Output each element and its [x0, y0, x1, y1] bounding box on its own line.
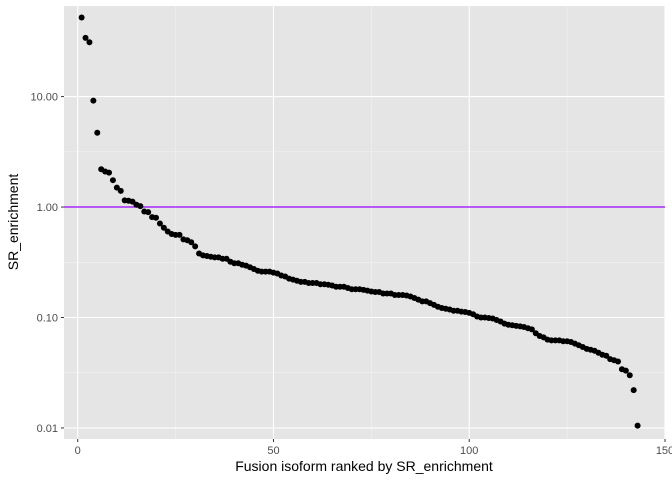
x-tick-label: 50 [267, 445, 279, 457]
data-point [626, 372, 633, 379]
data-point [192, 243, 199, 250]
data-point [615, 358, 622, 365]
x-axis-title: Fusion isoform ranked by SR_enrichment [235, 458, 493, 474]
y-tick-label: 1.00 [37, 202, 58, 214]
data-point [634, 422, 641, 429]
data-point [156, 220, 163, 227]
plot-panel [64, 6, 665, 439]
data-point [106, 169, 113, 176]
y-axis: 0.01 0.10 1.00 10.00 [30, 92, 64, 435]
data-point [603, 352, 610, 359]
data-point [109, 177, 116, 184]
data-point [528, 326, 535, 333]
minor-gridlines [64, 6, 665, 439]
data-point [86, 39, 93, 46]
y-axis-title: SR_enrichment [5, 174, 21, 271]
data-point [160, 224, 167, 231]
y-tick-label: 0.10 [37, 312, 58, 324]
x-tick-label: 0 [75, 445, 81, 457]
data-point [117, 187, 124, 194]
data-point [630, 387, 637, 394]
data-point [113, 184, 120, 191]
data-point [90, 97, 97, 104]
x-tick-label: 150 [656, 445, 672, 457]
data-point [78, 14, 85, 21]
data-point [137, 203, 144, 210]
y-tick-label: 10.00 [30, 92, 58, 104]
data-point [145, 209, 152, 216]
data-points [78, 14, 641, 429]
data-point [622, 367, 629, 374]
data-point [153, 214, 160, 221]
x-tick-label: 100 [460, 445, 478, 457]
x-axis: 0 50 100 150 [75, 439, 672, 457]
data-point [176, 231, 183, 238]
data-point [82, 34, 89, 41]
data-point [188, 239, 195, 246]
y-tick-label: 0.01 [37, 423, 58, 435]
data-point [94, 129, 101, 136]
